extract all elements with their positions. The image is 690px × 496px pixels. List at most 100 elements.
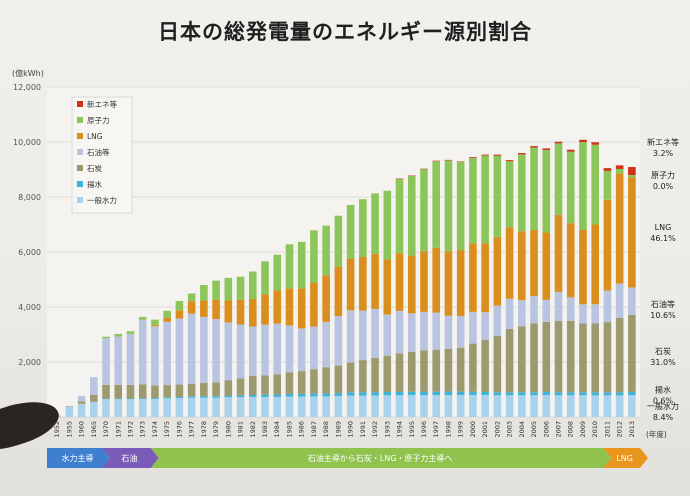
bar-segment	[407, 395, 416, 417]
x-tick-label: 1976	[175, 421, 183, 438]
x-tick-label: 1995	[408, 421, 416, 438]
bar-segment	[334, 215, 343, 267]
x-axis-unit: (年度)	[646, 429, 667, 439]
x-tick-label: 2008	[567, 421, 575, 438]
bar-segment	[628, 167, 636, 175]
bar-segment	[359, 199, 367, 257]
bar-segment	[151, 398, 159, 417]
bar-segment	[579, 139, 587, 142]
bar-segment	[359, 310, 367, 361]
share-label-pct: 3.2%	[653, 149, 674, 158]
bar-segment	[212, 299, 220, 320]
bar-segment	[383, 314, 392, 356]
era-arrow	[47, 448, 110, 468]
bar-segment	[371, 395, 379, 417]
bar-segment	[126, 331, 135, 334]
bar-segment	[505, 329, 514, 393]
bar-segment	[334, 316, 343, 366]
bar-segment	[114, 384, 123, 399]
bar-segment	[371, 193, 379, 254]
bar-segment	[456, 347, 465, 392]
bar-segment	[444, 395, 453, 417]
bar-segment	[236, 276, 245, 300]
x-tick-label: 1993	[383, 421, 391, 438]
bar-segment	[395, 310, 404, 354]
bar-segment	[542, 391, 551, 395]
x-tick-label: 1985	[285, 421, 293, 438]
bar-segment	[200, 382, 208, 397]
bar-segment	[187, 293, 196, 302]
bar-segment	[554, 395, 563, 417]
bar-segment	[628, 175, 636, 178]
bar-segment	[102, 384, 110, 399]
bar-segment	[273, 374, 282, 395]
bar-segment	[114, 333, 123, 337]
bar-segment	[322, 225, 330, 276]
bar-segment	[334, 365, 343, 394]
bar-segment	[151, 326, 159, 386]
bar-segment	[297, 328, 306, 372]
bar-segment	[310, 230, 318, 283]
legend-label: LNG	[87, 132, 103, 141]
bar-segment	[542, 299, 551, 322]
share-label-pct: 8.4%	[653, 413, 674, 422]
bar-segment	[554, 141, 563, 144]
x-tick-label: 1994	[396, 421, 404, 438]
bar-segment	[163, 397, 171, 399]
bar-segment	[407, 313, 416, 352]
bar-segment	[248, 299, 257, 327]
era-arrow	[101, 448, 159, 468]
bar-segment	[236, 299, 245, 325]
bar-segment	[407, 255, 416, 314]
x-tick-label: 2005	[530, 421, 538, 438]
bar-segment	[493, 155, 502, 237]
x-tick-label: 1977	[188, 421, 196, 438]
bar-segment	[542, 149, 551, 233]
bar-segment	[603, 170, 612, 200]
bar-segment	[334, 393, 343, 397]
share-label-pct: 0.0%	[653, 182, 674, 191]
bar-segment	[469, 395, 477, 417]
bar-segment	[456, 316, 465, 348]
bar-segment	[285, 372, 294, 394]
bar-segment	[456, 391, 465, 395]
bar-segment	[456, 395, 465, 417]
bar-segment	[163, 317, 171, 322]
bar-segment	[518, 153, 526, 155]
bar-segment	[285, 393, 294, 397]
bar-segment	[481, 312, 489, 340]
x-tick-label: 1988	[322, 421, 330, 438]
bar-segment	[383, 259, 392, 315]
bar-segment	[432, 161, 441, 248]
bar-segment	[200, 300, 208, 317]
bar-segment	[579, 230, 587, 305]
bar-segment	[444, 159, 453, 161]
x-tick-label: 1986	[298, 421, 306, 438]
bar-segment	[310, 393, 318, 397]
bar-segment	[420, 168, 428, 252]
bar-segment	[566, 320, 575, 393]
bar-segment	[175, 300, 184, 311]
bar-segment	[481, 243, 489, 313]
bar-segment	[615, 392, 624, 396]
bar-segment	[383, 395, 392, 417]
bar-segment	[175, 384, 184, 397]
bar-segment	[456, 250, 465, 317]
x-tick-label: 1979	[212, 421, 220, 438]
bar-segment	[493, 395, 502, 417]
bar-segment	[285, 288, 294, 326]
bar-segment	[444, 160, 453, 252]
bar-segment	[505, 161, 514, 228]
share-label-pct: 31.0%	[650, 358, 676, 367]
bar-segment	[212, 382, 220, 397]
y-tick-label: 12,000	[13, 83, 41, 92]
bar-segment	[469, 343, 477, 392]
bar-segment	[628, 395, 636, 417]
bar-segment	[518, 395, 526, 417]
bar-segment	[138, 384, 147, 399]
x-tick-label: 2002	[493, 421, 501, 438]
x-tick-label: 1997	[432, 421, 440, 438]
bar-segment	[187, 397, 196, 417]
x-tick-label: 1990	[347, 421, 355, 438]
bar-segment	[224, 277, 233, 301]
